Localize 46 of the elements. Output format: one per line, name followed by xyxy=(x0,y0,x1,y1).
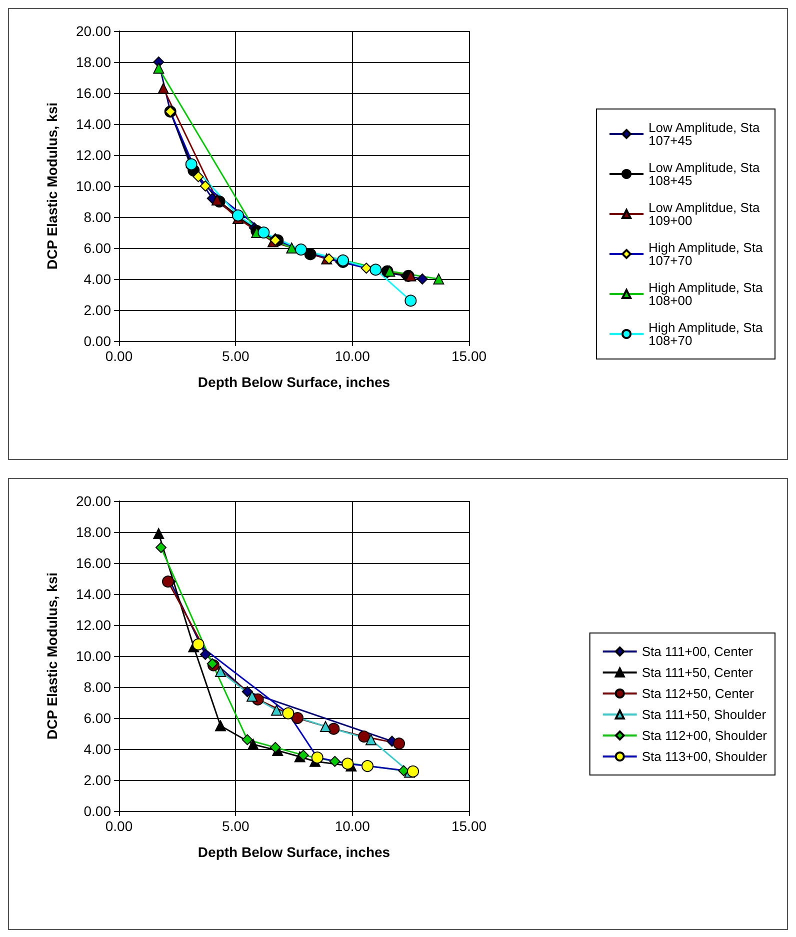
x-tick-label: 15.00 xyxy=(451,348,487,364)
y-tick-label: 10.00 xyxy=(76,178,112,194)
y-tick-label: 0.00 xyxy=(84,333,112,349)
legend-label: Sta 112+00, Shoulder xyxy=(642,728,768,743)
legend-label: High Amplitude, Sta 107+70 xyxy=(648,240,766,268)
x-axis-title: Depth Below Surface, inches xyxy=(198,844,390,860)
y-tick-label: 8.00 xyxy=(84,209,112,225)
y-tick-label: 6.00 xyxy=(84,710,112,726)
x-tick-label: 5.00 xyxy=(222,348,250,364)
legend-label: Sta 111+50, Shoulder xyxy=(642,707,767,722)
x-axis-title: Depth Below Surface, inches xyxy=(198,374,390,390)
legend-label: Low Amplitude, Sta 107+45 xyxy=(648,120,764,148)
y-tick-label: 14.00 xyxy=(76,116,112,132)
y-tick-label: 12.00 xyxy=(76,147,112,163)
y-tick-label: 8.00 xyxy=(84,679,112,695)
y-tick-label: 16.00 xyxy=(76,85,112,101)
y-tick-label: 20.00 xyxy=(76,23,112,39)
y-tick-label: 2.00 xyxy=(84,772,112,788)
legend-label: Sta 112+50, Center xyxy=(642,686,755,701)
x-tick-label: 10.00 xyxy=(334,348,370,364)
y-tick-label: 12.00 xyxy=(76,617,112,633)
y-tick-label: 0.00 xyxy=(84,803,112,819)
x-tick-label: 15.00 xyxy=(451,818,487,834)
y-tick-label: 18.00 xyxy=(76,524,112,540)
y-tick-label: 14.00 xyxy=(76,586,112,602)
legend-label: Sta 111+00, Center xyxy=(642,644,754,659)
legend-label: Sta 113+00, Shoulder xyxy=(642,749,768,764)
legend-label: High Amplitude, Sta 108+00 xyxy=(648,280,766,308)
y-tick-label: 16.00 xyxy=(76,555,112,571)
y-axis-title: DCP Elastic Modulus, ksi xyxy=(44,572,60,740)
y-tick-label: 4.00 xyxy=(84,741,112,757)
y-axis-title: DCP Elastic Modulus, ksi xyxy=(44,102,60,270)
y-tick-label: 2.00 xyxy=(84,302,112,318)
y-tick-label: 10.00 xyxy=(76,648,112,664)
x-tick-label: 10.00 xyxy=(334,818,370,834)
legend-label: Sta 111+50, Center xyxy=(642,665,754,680)
x-tick-label: 5.00 xyxy=(222,818,250,834)
x-tick-label: 0.00 xyxy=(105,348,133,364)
y-tick-label: 4.00 xyxy=(84,271,112,287)
y-tick-label: 18.00 xyxy=(76,54,112,70)
legend-label: High Amplitude, Sta 108+70 xyxy=(648,320,766,348)
legend-label: Low Amplitdue, Sta 109+00 xyxy=(648,200,764,228)
y-tick-label: 6.00 xyxy=(84,240,112,256)
x-tick-label: 0.00 xyxy=(105,818,133,834)
legend-label: Low Amplitude, Sta 108+45 xyxy=(648,160,764,188)
y-tick-label: 20.00 xyxy=(76,493,112,509)
